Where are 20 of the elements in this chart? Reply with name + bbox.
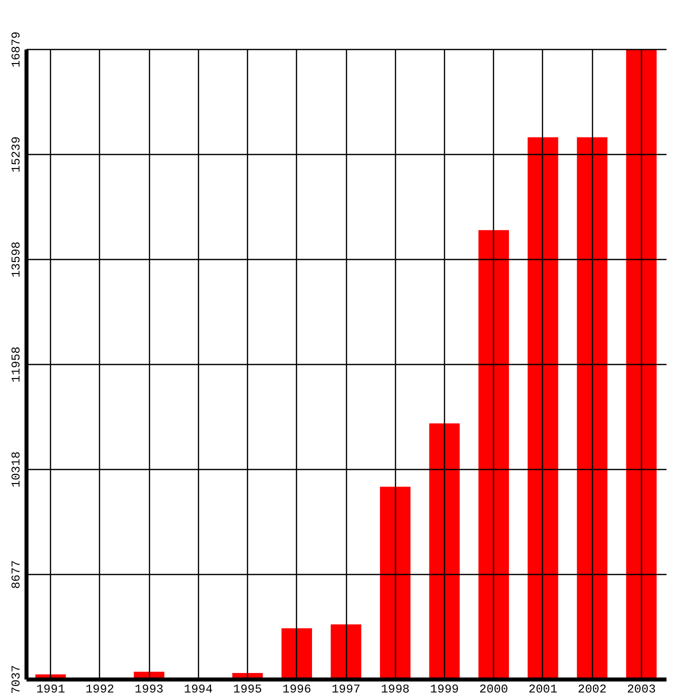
y-tick-label: 13598 xyxy=(10,242,24,278)
x-tick-label: 1998 xyxy=(380,682,410,696)
y-tick-label: 8677 xyxy=(10,560,24,589)
x-tick-label: 2002 xyxy=(578,682,607,696)
y-tick-label: 10318 xyxy=(10,451,24,488)
x-tick-label: 2000 xyxy=(479,682,508,696)
x-tick-label: 1999 xyxy=(430,682,459,696)
x-tick-label: 1997 xyxy=(332,682,360,696)
x-tick-label: 2003 xyxy=(626,682,656,696)
x-tick-label: 1995 xyxy=(233,682,262,696)
y-tick-label: 16879 xyxy=(10,31,24,68)
x-tick-label: 1994 xyxy=(184,682,213,696)
x-tick-label: 1993 xyxy=(134,682,164,696)
x-tick-label: 1996 xyxy=(282,682,312,696)
y-tick-label: 11958 xyxy=(10,346,24,383)
x-tick-label: 1991 xyxy=(36,682,66,696)
y-tick-label: 7037 xyxy=(10,665,24,694)
x-tick-label: 2001 xyxy=(528,682,558,696)
y-tick-label: 15239 xyxy=(10,136,24,172)
x-tick-label: 1992 xyxy=(85,682,114,696)
